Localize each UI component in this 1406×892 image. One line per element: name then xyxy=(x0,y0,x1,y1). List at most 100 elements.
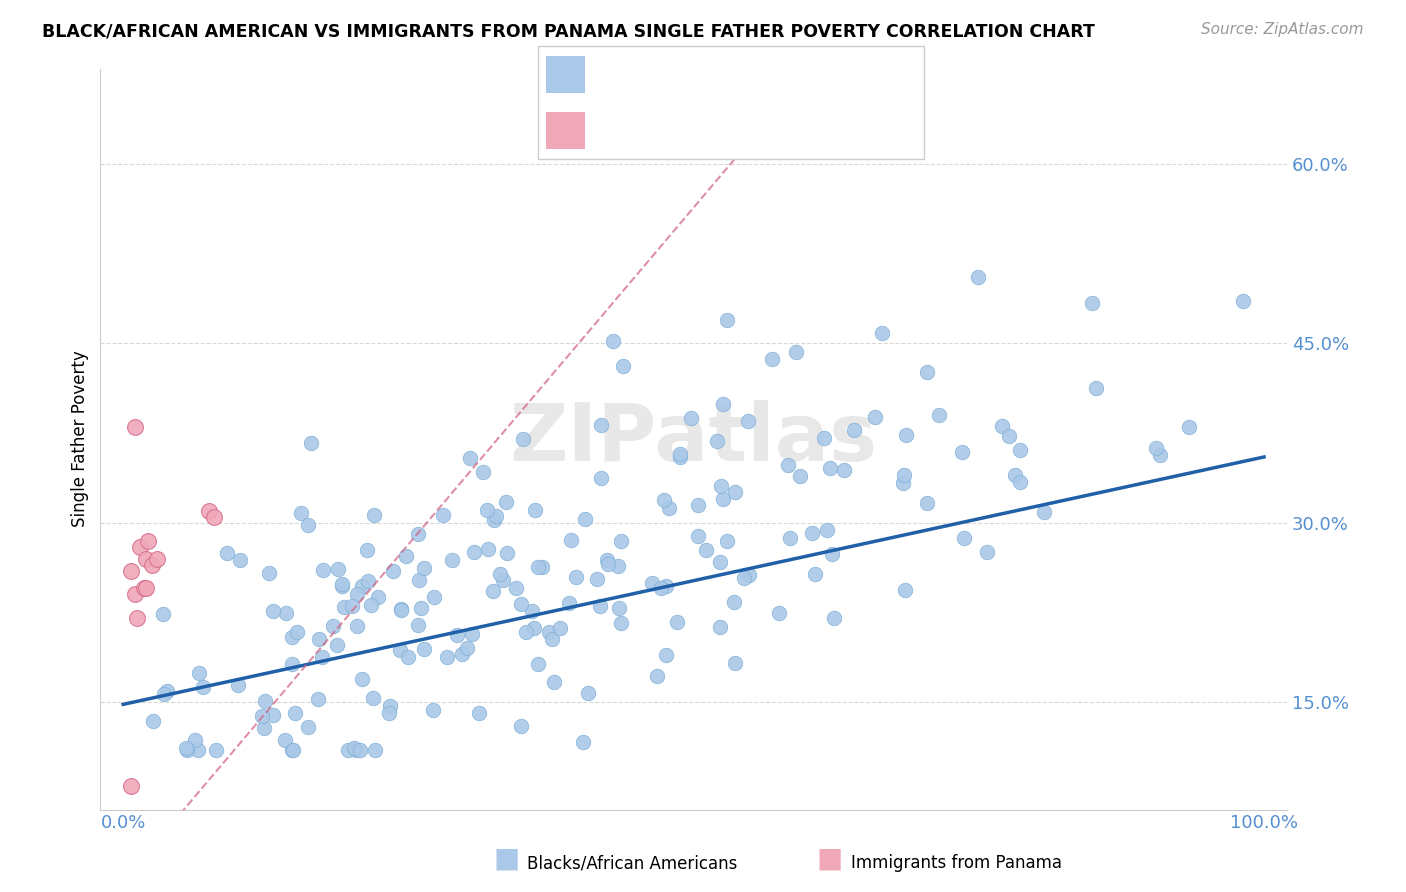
Point xyxy=(364,743,387,757)
Point xyxy=(610,615,633,630)
Point xyxy=(695,543,717,558)
Point xyxy=(450,647,472,661)
Point xyxy=(193,680,215,694)
Point xyxy=(607,601,630,615)
Point xyxy=(297,721,319,735)
Point xyxy=(187,743,209,757)
Point xyxy=(591,417,613,432)
Point xyxy=(804,566,827,581)
Point xyxy=(343,740,366,755)
Point xyxy=(991,419,1014,434)
Text: Immigrants from Panama: Immigrants from Panama xyxy=(851,855,1062,872)
Point xyxy=(1177,420,1199,434)
Point xyxy=(800,525,823,540)
Text: ■: ■ xyxy=(817,845,842,872)
Point xyxy=(652,493,675,508)
Point xyxy=(176,743,198,757)
Point xyxy=(152,607,174,621)
Point xyxy=(527,657,550,672)
Text: Source: ZipAtlas.com: Source: ZipAtlas.com xyxy=(1201,22,1364,37)
Point xyxy=(188,666,211,681)
Point xyxy=(381,564,404,578)
Point xyxy=(785,345,807,359)
Point xyxy=(558,596,581,610)
Point xyxy=(655,579,678,593)
Text: ■: ■ xyxy=(494,845,519,872)
Point xyxy=(915,495,938,509)
Point xyxy=(409,601,432,615)
Point xyxy=(711,491,734,506)
Point xyxy=(505,581,527,595)
Point xyxy=(589,471,612,485)
Point xyxy=(654,648,676,662)
Point xyxy=(204,509,226,524)
Point xyxy=(252,709,274,723)
Point xyxy=(389,602,412,616)
Point xyxy=(530,559,553,574)
Point xyxy=(832,463,855,477)
Point xyxy=(928,408,950,422)
Point xyxy=(135,551,157,566)
Point xyxy=(357,574,380,588)
Point xyxy=(779,531,801,545)
Point xyxy=(308,632,330,646)
Point xyxy=(280,743,302,757)
Point xyxy=(346,587,368,601)
Point xyxy=(540,632,562,646)
Point xyxy=(571,734,593,748)
Point xyxy=(844,423,866,437)
Text: 195: 195 xyxy=(834,64,875,84)
Point xyxy=(596,552,619,566)
Point xyxy=(1080,296,1102,310)
Point xyxy=(197,504,219,518)
Point xyxy=(413,561,436,575)
Point xyxy=(815,523,838,537)
Point xyxy=(524,503,547,517)
Point xyxy=(440,552,463,566)
Point xyxy=(285,625,308,640)
Point xyxy=(253,722,276,736)
Point xyxy=(586,572,609,586)
Point xyxy=(495,495,517,509)
Point xyxy=(709,620,731,634)
Point xyxy=(607,558,630,573)
Text: N =: N = xyxy=(770,120,814,139)
Point xyxy=(301,435,323,450)
Point xyxy=(706,434,728,448)
Point xyxy=(120,779,142,793)
Point xyxy=(363,508,385,522)
Point xyxy=(205,743,228,757)
Point xyxy=(647,668,669,682)
Point xyxy=(217,546,239,560)
Point xyxy=(274,732,297,747)
Point xyxy=(340,599,363,614)
Point xyxy=(522,604,544,618)
Point xyxy=(998,429,1021,443)
Point xyxy=(761,351,783,366)
Point xyxy=(380,699,402,714)
Point xyxy=(284,706,307,721)
Point xyxy=(395,549,418,563)
Point xyxy=(436,650,458,665)
Point xyxy=(686,499,709,513)
Point xyxy=(325,638,347,652)
FancyBboxPatch shape xyxy=(546,112,585,149)
Point xyxy=(332,599,354,614)
Point xyxy=(396,649,419,664)
Point xyxy=(686,529,709,543)
Point xyxy=(124,587,146,601)
Point xyxy=(408,526,430,541)
Point xyxy=(863,410,886,425)
Point xyxy=(596,557,619,571)
Point xyxy=(950,444,973,458)
Point xyxy=(361,691,384,706)
Point xyxy=(711,397,734,411)
Point xyxy=(953,531,976,545)
Point xyxy=(612,359,634,373)
Point xyxy=(526,560,548,574)
Point xyxy=(389,603,412,617)
Point xyxy=(463,545,485,559)
Point xyxy=(477,541,499,556)
Point xyxy=(326,562,349,576)
Point xyxy=(893,468,915,483)
